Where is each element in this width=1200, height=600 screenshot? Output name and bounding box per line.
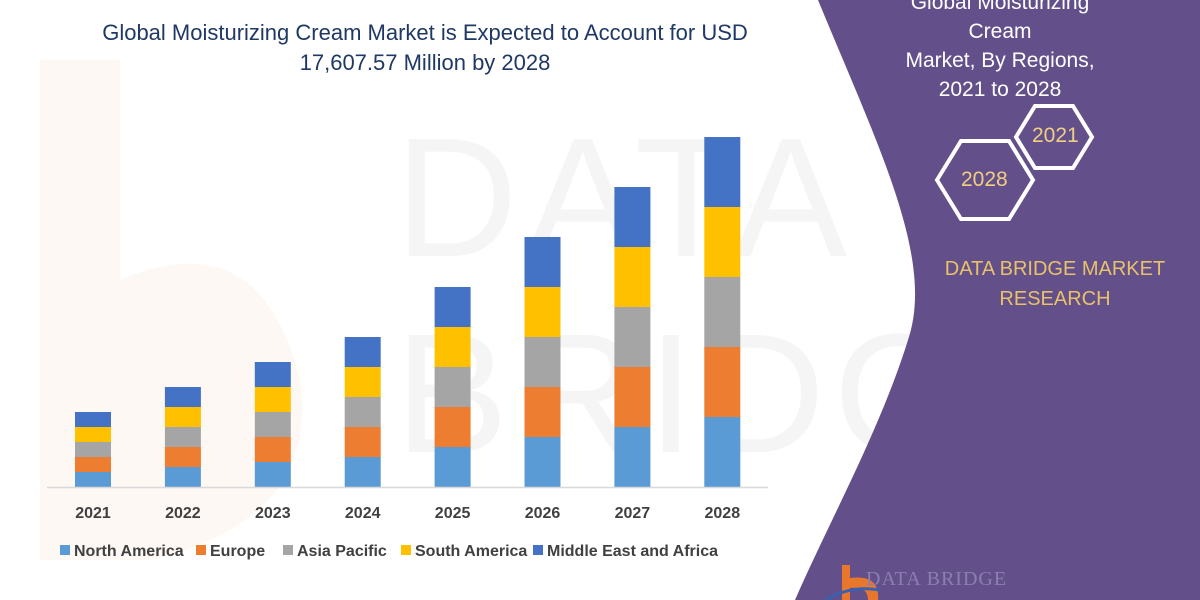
legend-swatch [533,545,543,555]
x-tick-label: 2027 [615,505,651,522]
bar-segment-north-america-2026 [524,437,561,487]
bar-segment-south-america-2026 [524,287,561,337]
x-tick-label: 2026 [525,505,561,522]
bar-segment-south-america-2023 [254,387,291,412]
bar-segment-south-america-2025 [434,327,471,367]
bar-segment-europe-2021 [75,457,111,472]
legend-label: Asia Pacific [297,543,387,560]
bar-segment-europe-2022 [164,447,201,467]
panel-background [795,0,1200,600]
logo-icon [825,565,881,600]
x-tick-label: 2028 [705,505,741,522]
hexagon-2028 [934,139,1036,221]
bar-segment-north-america-2022 [164,467,201,487]
bar-segment-middle-east-and-africa-2027 [614,187,651,247]
x-tick-label: 2025 [435,505,471,522]
x-tick-label: 2024 [345,505,381,522]
bar-segment-europe-2027 [614,367,651,427]
bar-segment-north-america-2027 [614,427,651,487]
bar-segment-asia-pacific-2023 [254,412,291,437]
legend-label: North America [74,543,184,560]
bar-segment-asia-pacific-2024 [344,397,381,427]
bar-segment-middle-east-and-africa-2026 [524,237,561,287]
bar-segment-south-america-2022 [164,407,201,427]
bar-segment-asia-pacific-2027 [614,307,651,367]
x-tick-label: 2022 [165,505,201,522]
stacked-bar-chart: 2021 2022 2023 2024 2025 2026 2027 2028 North Am… [47,137,768,560]
bar-segment-europe-2026 [524,387,561,437]
bar-segment-middle-east-and-africa-2021 [75,412,111,427]
x-tick-label: 2021 [75,505,111,522]
bar-segment-north-america-2025 [434,447,471,487]
bar-segment-asia-pacific-2025 [434,367,471,407]
legend-label: Middle East and Africa [547,543,718,560]
legend-label: South America [415,543,527,560]
logo-text: DATA BRIDGE [866,568,1008,590]
brand-line: DATA BRIDGE MARKET [944,258,1166,280]
bar-segment-middle-east-and-africa-2022 [164,387,201,407]
bar-segment-south-america-2024 [344,367,381,397]
bar-segment-middle-east-and-africa-2024 [344,337,381,367]
bar-segment-middle-east-and-africa-2025 [434,287,471,327]
legend-swatch [283,545,293,555]
x-tick-label: 2023 [255,505,291,522]
bar-segment-south-america-2028 [704,207,741,277]
legend-swatch [60,545,70,555]
bar-segment-europe-2025 [434,407,471,447]
panel-title-line: Market, By Regions, [905,49,1095,72]
bar-segment-south-america-2021 [75,427,111,442]
chart-title: Global Moisturizing Cream Market is Expe… [102,20,748,75]
bar-segment-north-america-2024 [344,457,381,487]
legend-label: Europe [210,543,265,560]
brand-name: DATA BRIDGE MARKET RESEARCH [925,254,1185,314]
bar-segment-asia-pacific-2028 [704,277,741,347]
bar-segment-europe-2024 [344,427,381,457]
bar-segment-europe-2023 [254,437,291,462]
bar-segment-middle-east-and-africa-2023 [254,362,291,387]
panel-title: Global Moisturizing Cream Market, By Reg… [880,0,1120,104]
bar-segment-middle-east-and-africa-2028 [704,137,741,207]
bar-segment-asia-pacific-2026 [524,337,561,387]
bar-segment-north-america-2021 [75,472,111,487]
brand-line: RESEARCH [999,288,1111,310]
bar-segment-europe-2028 [704,347,741,417]
legend-swatch [401,545,411,555]
hex-label-2021: 2021 [1032,124,1079,147]
panel-title-line: 2021 to 2028 [938,78,1062,101]
bar-segment-north-america-2028 [704,417,741,487]
hexagon-2021 [1013,104,1095,170]
panel-title-line: Global Moisturizing Cream [910,0,1090,43]
bar-segment-asia-pacific-2021 [75,442,111,457]
legend-swatch [196,545,206,555]
bar-segment-north-america-2023 [254,462,291,487]
bar-segment-south-america-2027 [614,247,651,307]
hex-label-2028: 2028 [961,168,1008,191]
bar-segment-asia-pacific-2022 [164,427,201,447]
